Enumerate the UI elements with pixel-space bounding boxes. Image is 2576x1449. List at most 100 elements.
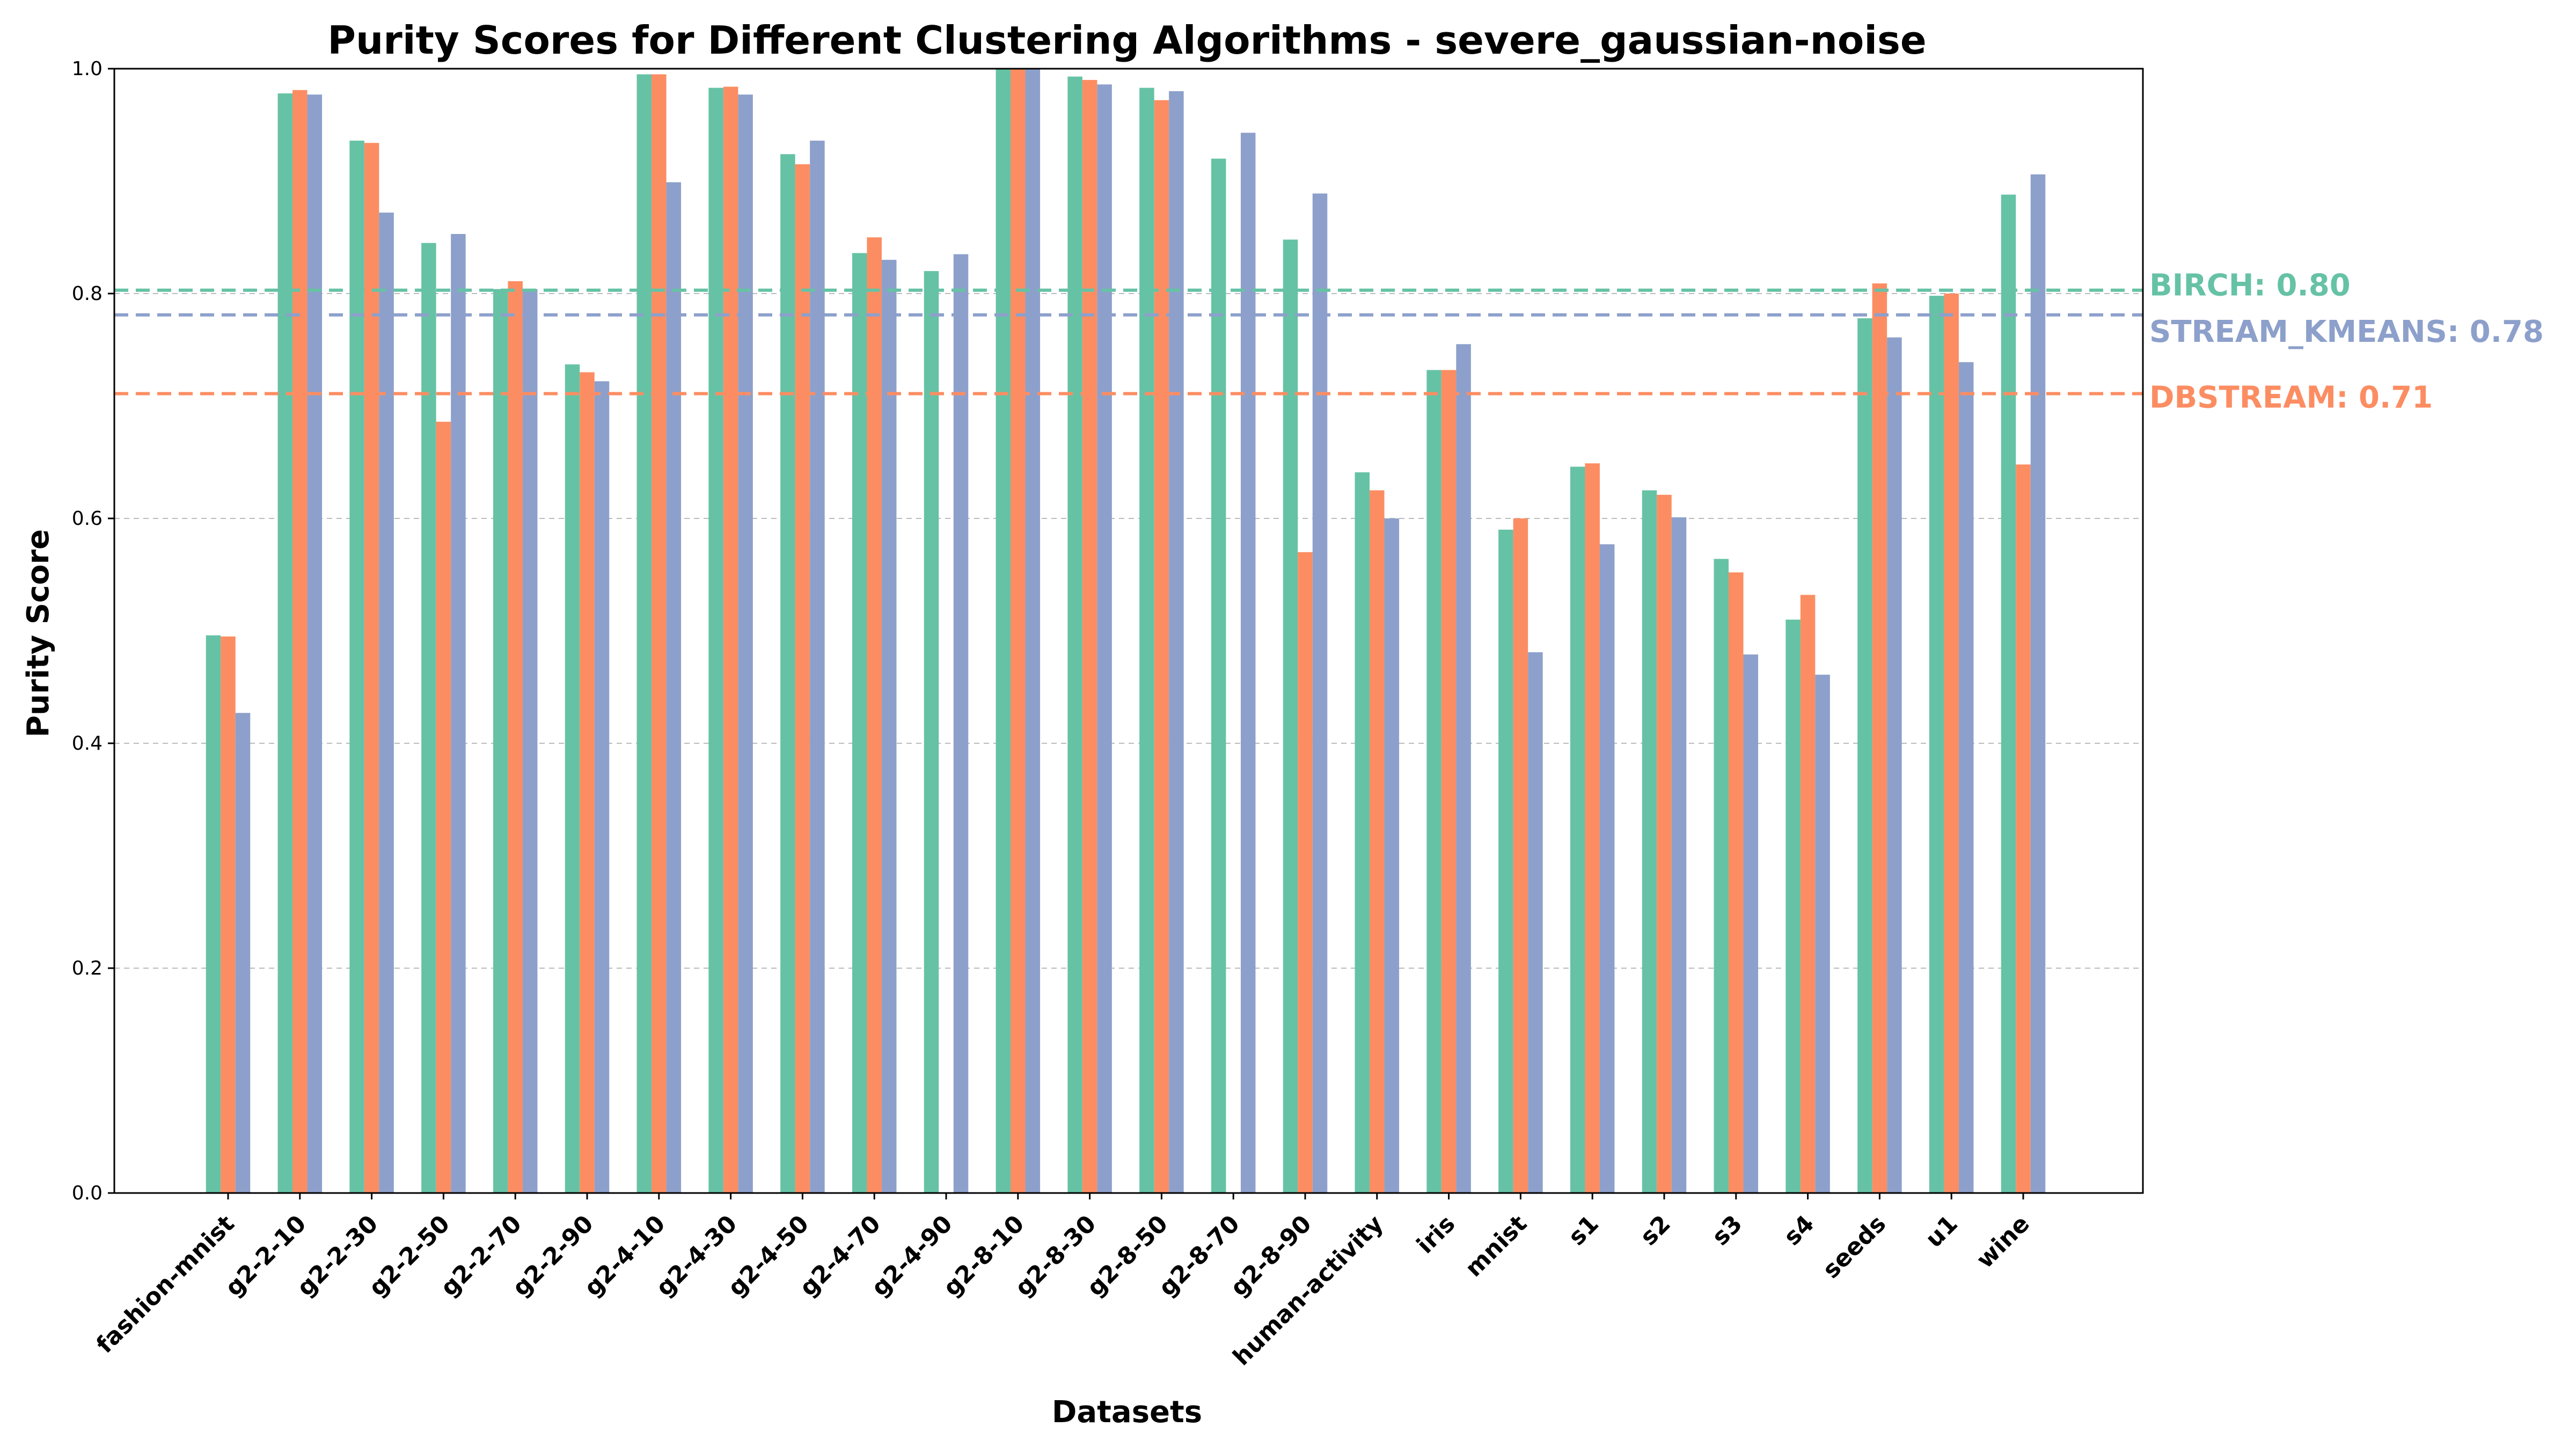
- bar-dbstream: [867, 237, 882, 1193]
- bar-stream-kmeans: [1815, 675, 1830, 1193]
- bar-birch: [1139, 87, 1154, 1194]
- x-tick-label: s3: [1707, 1210, 1747, 1251]
- bar-birch: [493, 289, 508, 1193]
- average-label: STREAM_KMEANS: 0.78: [2149, 314, 2544, 349]
- bar-birch: [636, 74, 652, 1193]
- bar-dbstream: [508, 281, 523, 1193]
- bar-stream-kmeans: [881, 260, 897, 1193]
- average-lines: BIRCH: 0.80 STREAM_KMEANS: 0.78 DBSTREAM: …: [114, 268, 2544, 415]
- bar-stream-kmeans: [1599, 544, 1615, 1193]
- y-axis-label: Purity Score: [21, 529, 56, 737]
- bar-stream-kmeans: [1671, 517, 1687, 1193]
- chart-title: Purity Scores for Different Clustering A…: [327, 18, 1926, 63]
- bar-dbstream: [1154, 100, 1169, 1193]
- y-tick-label: 0.2: [72, 957, 103, 979]
- bar-birch: [277, 93, 293, 1193]
- bar-birch: [1355, 472, 1370, 1193]
- bar-stream-kmeans: [1528, 652, 1543, 1193]
- bar-birch: [1785, 619, 1801, 1193]
- bar-stream-kmeans: [379, 213, 394, 1193]
- bar-stream-kmeans: [522, 289, 538, 1193]
- bar-stream-kmeans: [666, 182, 682, 1194]
- bar-stream-kmeans: [953, 254, 969, 1193]
- bar-birch: [2001, 194, 2016, 1193]
- bar-birch: [1211, 158, 1226, 1194]
- bar-birch: [1426, 370, 1441, 1194]
- bar-dbstream: [1513, 518, 1528, 1193]
- bar-stream-kmeans: [1240, 133, 1256, 1193]
- bar-birch: [1498, 529, 1513, 1194]
- bar-stream-kmeans: [1958, 362, 1974, 1194]
- x-tick-label: iris: [1411, 1210, 1460, 1259]
- bar-stream-kmeans: [810, 141, 825, 1194]
- bar-birch: [1283, 239, 1298, 1194]
- y-axis-ticks: 0.0 0.2 0.4 0.6 0.8 1.0: [72, 58, 114, 1204]
- x-tick-label: s4: [1779, 1210, 1819, 1251]
- bar-birch: [1929, 296, 1944, 1194]
- bar-birch: [349, 141, 364, 1194]
- bar-birch: [852, 253, 867, 1194]
- average-label: BIRCH: 0.80: [2149, 268, 2351, 303]
- bar-dbstream: [1370, 490, 1385, 1193]
- bar-dbstream: [436, 421, 451, 1193]
- bar-dbstream: [364, 143, 379, 1193]
- bar-dbstream: [2016, 464, 2031, 1194]
- y-tick-label: 0.8: [72, 283, 103, 305]
- bar-dbstream: [1729, 572, 1744, 1193]
- bar-dbstream: [1585, 463, 1600, 1193]
- average-label: DBSTREAM: 0.71: [2149, 380, 2433, 415]
- bar-dbstream: [1800, 595, 1816, 1193]
- bar-birch: [565, 364, 580, 1193]
- bar-dbstream: [795, 164, 810, 1194]
- bar-stream-kmeans: [1384, 518, 1400, 1193]
- bar-dbstream: [1944, 294, 1959, 1193]
- bar-dbstream: [1082, 79, 1097, 1194]
- bar-dbstream: [1298, 552, 1313, 1193]
- x-tick-label: s1: [1563, 1210, 1604, 1251]
- bar-dbstream: [652, 74, 667, 1193]
- plot-frame: [113, 68, 2144, 1194]
- bar-stream-kmeans: [1312, 193, 1328, 1193]
- bar-birch: [708, 87, 723, 1194]
- bar-stream-kmeans: [307, 94, 323, 1193]
- bar-stream-kmeans: [451, 233, 466, 1194]
- bar-birch: [206, 635, 221, 1193]
- bars: [206, 69, 2046, 1194]
- bar-birch: [1642, 490, 1657, 1193]
- bar-dbstream: [1011, 69, 1026, 1193]
- x-tick-label: mnist: [1460, 1210, 1532, 1283]
- x-tick-label: wine: [1971, 1210, 2035, 1274]
- bar-dbstream: [580, 372, 595, 1193]
- bar-birch: [780, 154, 795, 1194]
- x-tick-label: u1: [1920, 1210, 1963, 1253]
- y-tick-label: 0.6: [72, 508, 103, 530]
- bar-birch: [1857, 318, 1872, 1193]
- bar-birch: [421, 243, 436, 1194]
- y-tick-label: 1.0: [72, 58, 103, 80]
- bar-stream-kmeans: [1097, 84, 1112, 1193]
- x-tick-label: s2: [1635, 1210, 1676, 1251]
- bar-birch: [1067, 76, 1082, 1193]
- bar-dbstream: [723, 86, 738, 1193]
- x-axis-ticks: fashion-mnistg2-2-10g2-2-30g2-2-50g2-2-7…: [91, 1193, 2035, 1371]
- bar-stream-kmeans: [1456, 344, 1471, 1193]
- x-tick-label: seeds: [1818, 1210, 1892, 1284]
- x-tick-label: fashion-mnist: [91, 1210, 240, 1359]
- bar-birch: [996, 69, 1011, 1193]
- y-tick-label: 0.0: [72, 1182, 103, 1204]
- bar-stream-kmeans: [1169, 91, 1184, 1194]
- bar-stream-kmeans: [738, 94, 753, 1193]
- bar-dbstream: [1872, 283, 1887, 1193]
- bar-stream-kmeans: [1025, 69, 1041, 1193]
- bar-stream-kmeans: [2030, 174, 2046, 1194]
- y-tick-label: 0.4: [72, 733, 103, 755]
- bar-stream-kmeans: [594, 381, 610, 1194]
- bar-stream-kmeans: [235, 713, 251, 1193]
- bar-stream-kmeans: [1743, 654, 1759, 1193]
- bar-birch: [1714, 559, 1729, 1193]
- x-axis-label: Datasets: [1052, 1395, 1202, 1430]
- bar-birch: [1570, 466, 1585, 1193]
- bar-dbstream: [221, 636, 236, 1193]
- bar-birch: [924, 271, 939, 1194]
